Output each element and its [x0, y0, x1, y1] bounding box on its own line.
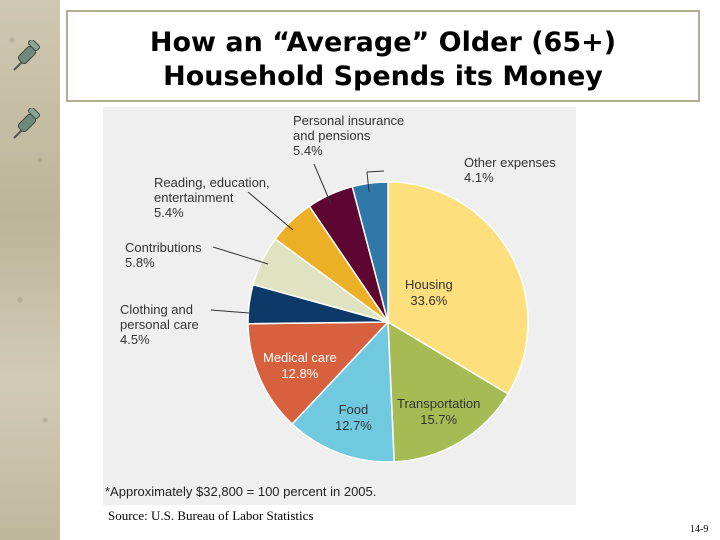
label-food-value: 12.7%: [335, 418, 372, 433]
leader-line-clothing: [210, 309, 250, 314]
pushpin-icon: [13, 108, 41, 139]
pie-slice-food: [291, 320, 395, 463]
pie-slice-medical-care: [247, 321, 390, 426]
pushpin-icon: [13, 40, 41, 71]
leader-line-insurance: [313, 163, 332, 205]
label-housing: Housing 33.6%: [405, 277, 453, 309]
label-insurance: Personal insurance and pensions 5.4%: [293, 113, 404, 158]
label-contributions-line1: Contributions: [125, 240, 202, 255]
label-insurance-line2: and pensions: [293, 128, 371, 143]
pie-slice-other-expenses: [351, 181, 389, 323]
label-housing-line1: Housing: [405, 277, 453, 292]
label-transportation: Transportation 15.7%: [397, 396, 480, 428]
label-transportation-line1: Transportation: [397, 396, 481, 411]
label-insurance-value: 5.4%: [293, 143, 323, 158]
slide-title-line2: Household Spends its Money: [163, 61, 603, 92]
label-reading-line1: Reading, education,: [154, 175, 270, 190]
label-other-line1: Other expenses: [464, 155, 556, 170]
label-contributions: Contributions 5.8%: [125, 240, 202, 270]
leader-line-other-2: [366, 171, 370, 193]
chart-footnote: *Approximately $32,800 = 100 percent in …: [105, 484, 377, 499]
slide-title: How an “Average” Older (65+) Household S…: [68, 26, 698, 94]
pie-chart: [210, 163, 529, 463]
label-clothing-line2: personal care: [120, 317, 199, 332]
label-reading: Reading, education, entertainment 5.4%: [154, 175, 270, 220]
label-medical: Medical care 12.8%: [263, 350, 337, 382]
pie-slice-transportation: [387, 320, 510, 463]
label-other: Other expenses 4.1%: [464, 155, 556, 185]
label-food: Food 12.7%: [335, 402, 372, 434]
label-clothing: Clothing and personal care 4.5%: [120, 302, 199, 347]
pie-slice-housing: [387, 181, 529, 396]
label-insurance-line1: Personal insurance: [293, 113, 405, 128]
leader-line-contrib: [212, 246, 269, 265]
label-food-line1: Food: [338, 402, 369, 417]
label-clothing-line1: Clothing and: [120, 302, 193, 317]
label-medical-line1: Medical care: [263, 350, 337, 365]
pie-chart-panel: Personal insurance and pensions 5.4% Oth…: [103, 107, 576, 505]
label-clothing-value: 4.5%: [120, 332, 150, 347]
label-reading-line2: entertainment: [154, 190, 234, 205]
label-contributions-value: 5.8%: [125, 255, 155, 270]
slide-title-line1: How an “Average” Older (65+): [149, 27, 617, 58]
label-medical-value: 12.8%: [281, 366, 319, 381]
label-reading-value: 5.4%: [154, 205, 184, 220]
title-box: How an “Average” Older (65+) Household S…: [66, 10, 700, 102]
page-number: 14-9: [690, 524, 709, 535]
source-credit: Source: U.S. Bureau of Labor Statistics: [108, 508, 314, 523]
label-other-value: 4.1%: [464, 170, 494, 185]
label-housing-value: 33.6%: [410, 293, 448, 308]
leader-line-reading: [247, 191, 294, 231]
leader-line-other: [366, 170, 385, 173]
label-transportation-value: 15.7%: [420, 412, 458, 427]
textured-sidebar: [0, 0, 60, 540]
